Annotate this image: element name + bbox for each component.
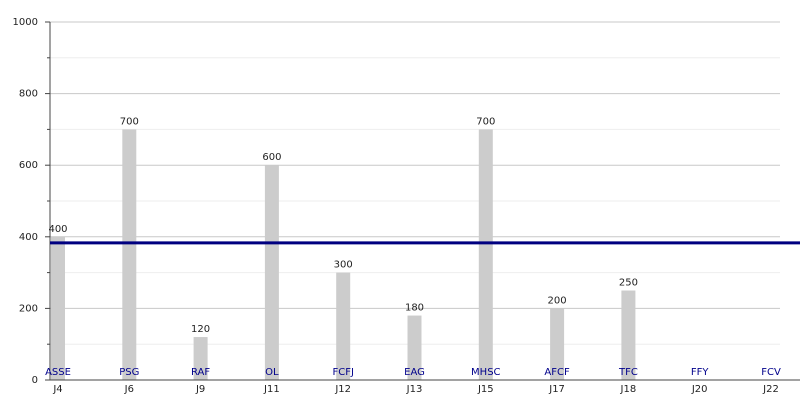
data-label: 600 [262,152,281,163]
team-label: MHSC [471,367,500,378]
bar [550,308,565,380]
team-label: FCV [761,367,781,378]
y-tick-label: 0 [32,375,38,386]
team-label: ASSE [45,367,71,378]
y-tick-label: 1000 [13,17,38,28]
bar [336,272,351,380]
data-label: 700 [120,116,139,127]
y-tick-label: 800 [19,89,38,100]
x-tick-label: J4 [52,384,62,395]
team-label: RAF [191,367,210,378]
x-tick-label: J12 [334,384,351,395]
data-label: 400 [48,224,67,235]
data-label: 300 [334,260,353,271]
team-label: FCFJ [332,367,353,378]
y-tick-label: 600 [19,160,38,171]
team-label: TFC [618,367,638,378]
bar [51,236,65,380]
bar [193,337,208,380]
data-label: 200 [548,295,567,306]
data-label: 250 [619,278,638,289]
x-tick-label: J22 [762,384,779,395]
bar [122,129,137,380]
x-tick-label: J9 [195,384,205,395]
bar [407,315,422,380]
x-tick-label: J20 [691,384,708,395]
team-label: EAG [404,367,425,378]
x-tick-label: J6 [124,384,134,395]
x-tick-label: J13 [406,384,423,395]
team-label: PSG [119,367,139,378]
x-tick-label: J15 [477,384,494,395]
bar [621,290,636,380]
team-label: OL [265,367,279,378]
y-tick-label: 200 [19,303,38,314]
data-label: 700 [476,116,495,127]
team-label: FFY [691,367,710,378]
x-tick-label: J17 [548,384,565,395]
x-tick-label: J11 [263,384,280,395]
data-label: 120 [191,324,210,335]
bar [478,129,493,380]
team-label: AFCF [544,367,570,378]
y-tick-label: 400 [19,232,38,243]
data-label: 180 [405,303,424,314]
x-tick-label: J18 [620,384,637,395]
bar [264,165,279,380]
